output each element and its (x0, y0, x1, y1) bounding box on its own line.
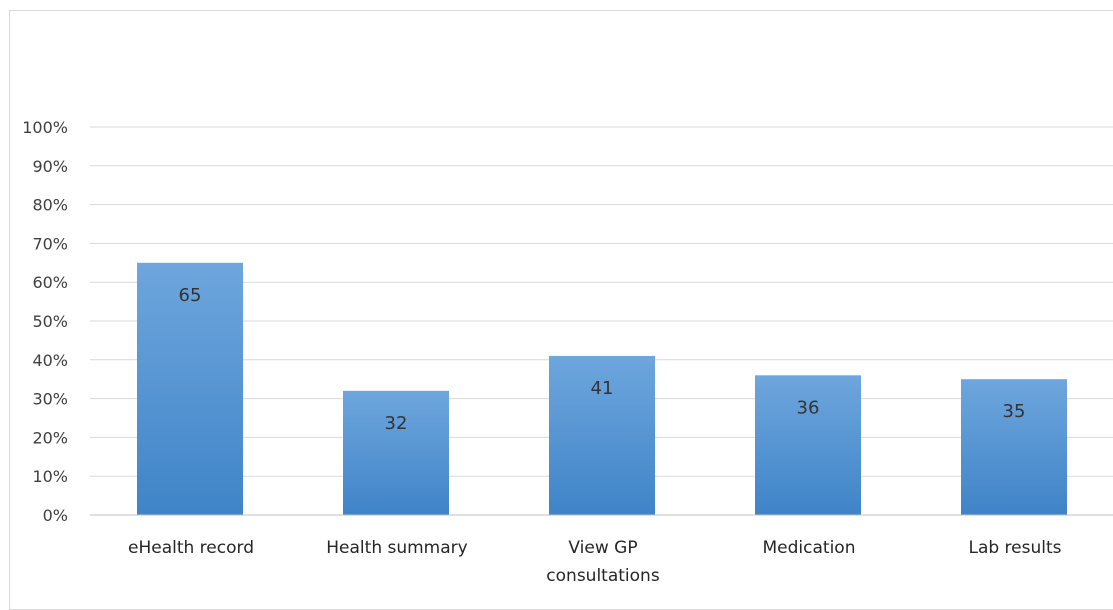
y-tick-label: 100% (22, 118, 68, 137)
category-label: Medication (763, 538, 856, 558)
category-label: eHealth record (128, 538, 254, 558)
bar (137, 262, 243, 515)
data-label: 41 (591, 378, 614, 399)
bars (137, 262, 1067, 515)
data-label: 36 (797, 397, 820, 418)
category-label: consultations (546, 566, 660, 586)
category-label: View GP (568, 538, 637, 558)
y-tick-label: 90% (32, 157, 68, 176)
y-tick-label: 50% (32, 312, 68, 331)
y-axis-tick-labels: 0% 10% 20% 30% 40% 50% 60% 70% 80% 90% 100% (22, 118, 68, 525)
y-tick-label: 40% (32, 351, 68, 370)
bar (755, 375, 861, 515)
category-label: Health summary (326, 538, 467, 558)
y-tick-label: 0% (43, 506, 68, 525)
y-tick-label: 20% (32, 428, 68, 447)
data-label: 65 (179, 285, 202, 306)
y-tick-label: 60% (32, 273, 68, 292)
category-label: Lab results (968, 538, 1061, 558)
bar (961, 379, 1067, 515)
x-axis-category-labels: eHealth record Health summary View GP consu… (128, 538, 1062, 586)
y-tick-label: 10% (32, 467, 68, 486)
bar (549, 355, 655, 515)
data-label: 32 (385, 413, 408, 434)
data-label: 35 (1003, 401, 1026, 422)
y-tick-label: 80% (32, 196, 68, 215)
y-tick-label: 30% (32, 390, 68, 409)
bar (343, 390, 449, 515)
y-tick-label: 70% (32, 234, 68, 253)
data-labels: 65 32 41 36 35 (179, 285, 1026, 434)
